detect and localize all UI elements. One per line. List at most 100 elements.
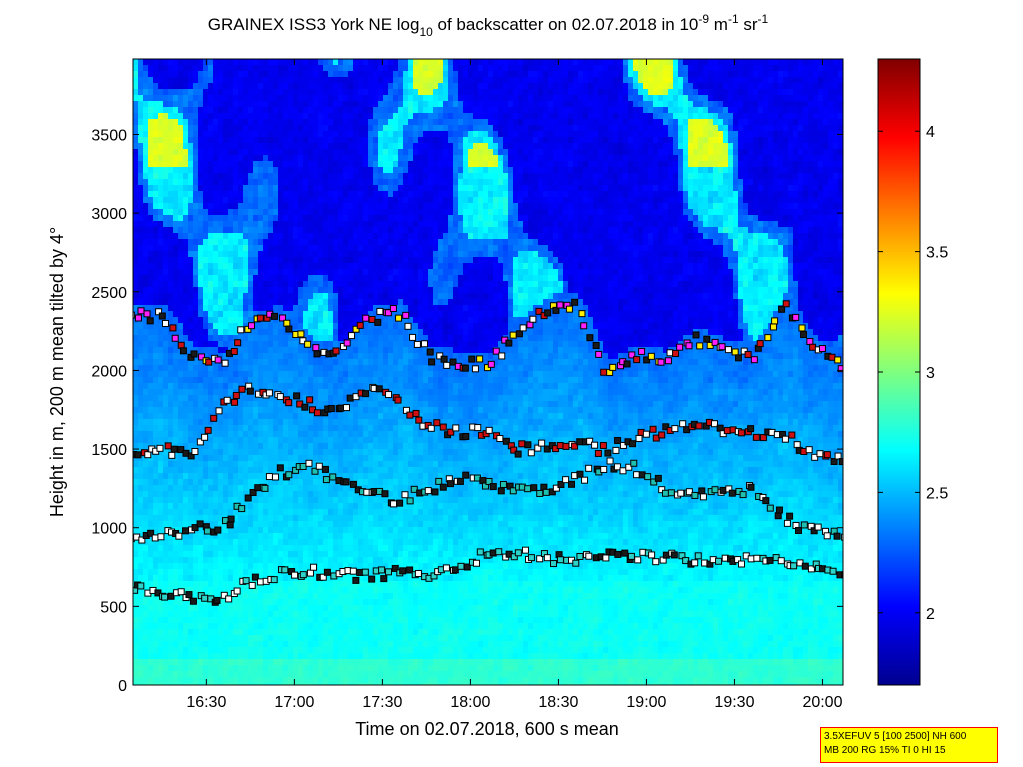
field-cell (268, 59, 274, 66)
field-cell (293, 107, 299, 114)
field-cell (188, 233, 194, 240)
field-cell (168, 221, 174, 228)
field-cell (313, 233, 319, 240)
field-cell (253, 545, 259, 552)
field-cell (248, 281, 254, 288)
field-cell (313, 557, 319, 564)
field-cell (313, 89, 319, 96)
field-cell (163, 185, 169, 192)
field-cell (258, 239, 264, 246)
field-cell (333, 371, 339, 378)
field-cell (253, 617, 259, 624)
field-cell (238, 335, 244, 342)
field-cell (278, 491, 284, 498)
field-cell (148, 203, 154, 210)
field-cell (353, 389, 359, 396)
field-cell (238, 131, 244, 138)
field-cell (173, 425, 179, 432)
field-cell (308, 581, 314, 588)
field-cell (168, 629, 174, 636)
field-cell (213, 515, 219, 522)
field-cell (333, 509, 339, 516)
field-cell (208, 203, 214, 210)
field-cell (273, 377, 279, 384)
field-cell (188, 275, 194, 282)
field-cell (248, 467, 254, 474)
field-cell (253, 275, 259, 282)
field-cell (283, 521, 289, 528)
field-cell (283, 107, 289, 114)
field-cell (138, 407, 144, 414)
field-cell (243, 587, 249, 594)
field-cell (213, 473, 219, 480)
field-cell (363, 161, 369, 168)
field-cell (138, 461, 144, 468)
field-cell (278, 239, 284, 246)
field-cell (198, 395, 204, 402)
field-cell (218, 539, 224, 546)
field-cell (288, 419, 294, 426)
field-cell (283, 629, 289, 636)
field-cell (298, 563, 304, 570)
field-cell (363, 563, 369, 570)
field-cell (293, 161, 299, 168)
field-cell (313, 575, 319, 582)
field-cell (313, 269, 319, 276)
field-cell (363, 329, 369, 336)
field-cell (178, 275, 184, 282)
field-cell (188, 419, 194, 426)
field-cell (268, 161, 274, 168)
field-cell (213, 521, 219, 528)
field-cell (238, 179, 244, 186)
field-cell (288, 605, 294, 612)
field-cell (273, 503, 279, 510)
field-cell (243, 245, 249, 252)
field-cell (188, 89, 194, 96)
field-cell (143, 59, 149, 66)
field-cell (263, 83, 269, 90)
field-cell (293, 221, 299, 228)
field-cell (188, 533, 194, 540)
field-cell (338, 119, 344, 126)
field-cell (203, 407, 209, 414)
field-cell (183, 251, 189, 258)
field-cell (358, 371, 364, 378)
field-cell (303, 377, 309, 384)
field-cell (218, 443, 224, 450)
field-cell (248, 521, 254, 528)
field-cell (188, 245, 194, 252)
field-cell (208, 467, 214, 474)
field-cell (163, 611, 169, 618)
field-cell (188, 293, 194, 300)
field-cell (243, 677, 249, 684)
field-cell (303, 575, 309, 582)
field-cell (163, 449, 169, 456)
field-cell (273, 659, 279, 666)
field-cell (208, 305, 214, 312)
field-cell (213, 227, 219, 234)
field-cell (143, 473, 149, 480)
field-cell (228, 479, 234, 486)
field-cell (133, 359, 139, 366)
field-cell (313, 569, 319, 576)
field-cell (278, 275, 284, 282)
field-cell (218, 245, 224, 252)
field-cell (348, 515, 354, 522)
field-cell (198, 371, 204, 378)
field-cell (263, 359, 269, 366)
field-cell (163, 455, 169, 462)
field-cell (233, 209, 239, 216)
field-cell (143, 107, 149, 114)
field-cell (218, 497, 224, 504)
field-cell (363, 605, 369, 612)
field-cell (333, 233, 339, 240)
field-cell (368, 95, 374, 102)
field-cell (203, 323, 209, 330)
field-cell (238, 323, 244, 330)
field-cell (308, 107, 314, 114)
field-cell (173, 233, 179, 240)
field-cell (223, 107, 229, 114)
field-cell (223, 443, 229, 450)
field-cell (133, 473, 139, 480)
field-cell (198, 389, 204, 396)
